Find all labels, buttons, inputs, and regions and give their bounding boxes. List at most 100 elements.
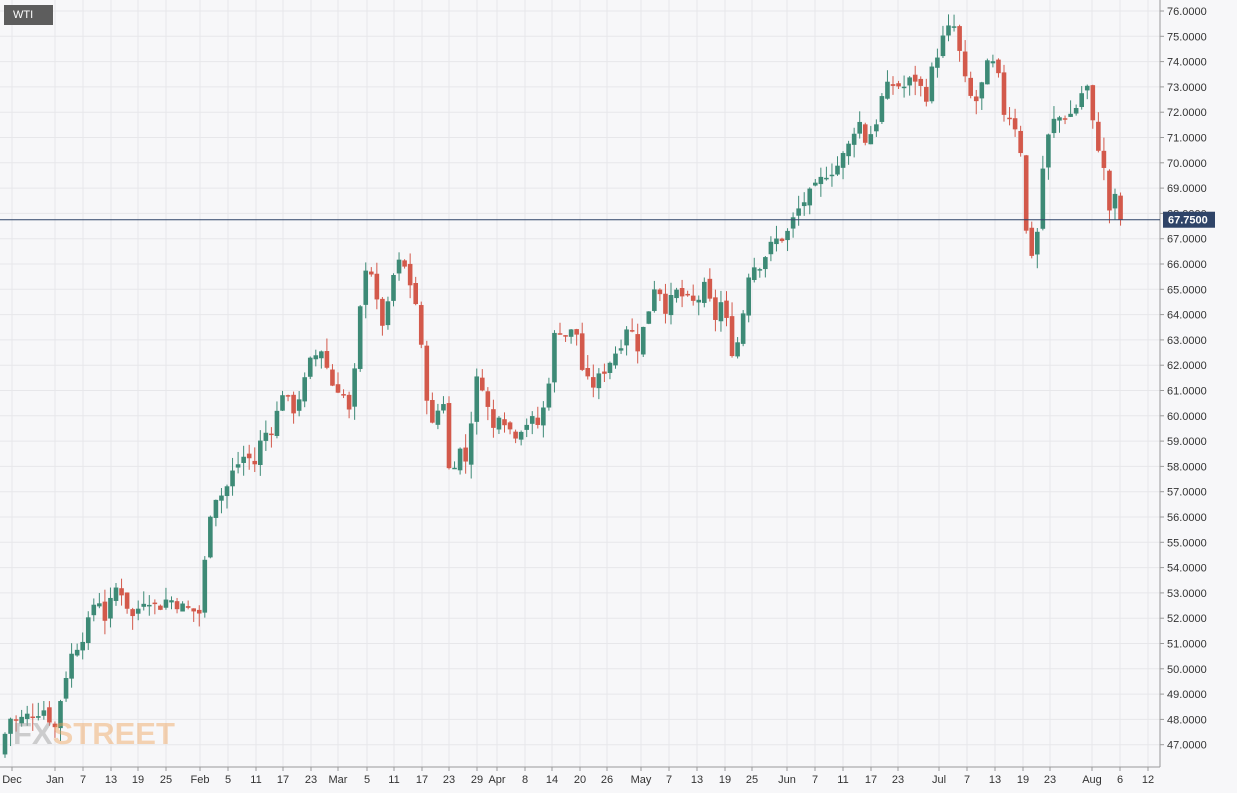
candle-body-up — [391, 274, 396, 301]
y-tick-label: 51.0000 — [1167, 639, 1207, 651]
candle-body-up — [113, 587, 119, 601]
candle-body-up — [935, 57, 940, 68]
candle-body-up — [1079, 93, 1084, 108]
candle-body-up — [940, 35, 946, 57]
candle-body-up — [363, 270, 369, 305]
candle-body-up — [219, 495, 224, 501]
candle-body-up — [147, 604, 152, 607]
candle-body-up — [457, 448, 463, 471]
candle-body-up — [213, 499, 219, 518]
x-tick-label: 13 — [989, 774, 1001, 786]
candle-body-down — [446, 403, 452, 469]
x-tick-label: 11 — [837, 774, 848, 786]
candle-body-down — [513, 431, 518, 439]
watermark-prefix: FX — [13, 716, 53, 751]
candle-body-up — [41, 710, 47, 716]
y-tick-label: 58.0000 — [1167, 461, 1207, 473]
candle-body-up — [696, 299, 702, 303]
candle-body-down — [507, 422, 513, 430]
x-tick-label: 12 — [1142, 774, 1154, 786]
candle-body-up — [169, 600, 174, 603]
y-tick-label: 70.0000 — [1167, 158, 1207, 170]
candle-body-up — [652, 289, 657, 311]
candle-body-up — [674, 289, 679, 299]
candle-body-down — [557, 333, 563, 335]
candle-body-down — [246, 453, 252, 459]
candle-body-up — [835, 165, 840, 175]
candle-body-up — [874, 124, 879, 132]
candle-body-down — [13, 719, 19, 721]
candle-body-up — [36, 716, 41, 718]
candle-body-up — [735, 342, 740, 357]
candle-body-down — [1023, 155, 1029, 231]
candle-body-up — [141, 603, 147, 607]
x-tick-label: 26 — [601, 774, 613, 786]
candle-body-up — [901, 86, 907, 89]
candle-body-down — [47, 707, 52, 723]
candle-body-down — [158, 605, 163, 610]
candle-body-down — [1029, 227, 1035, 256]
x-tick-label: 17 — [277, 774, 289, 786]
candle-body-up — [613, 353, 618, 366]
x-tick-label: 25 — [160, 774, 172, 786]
candle-body-down — [424, 345, 430, 401]
candle-body-up — [230, 470, 235, 487]
candle-body-up — [1073, 108, 1079, 114]
candle-body-up — [824, 177, 829, 180]
candle-body-up — [524, 424, 529, 430]
y-tick-label: 73.0000 — [1167, 82, 1207, 94]
candle-body-up — [474, 376, 480, 422]
y-tick-label: 47.0000 — [1167, 740, 1207, 752]
x-tick-label: 19 — [1017, 774, 1029, 786]
candle-body-up — [790, 217, 796, 229]
candle-body-up — [24, 713, 30, 720]
candle-body-up — [885, 81, 890, 99]
candle-body-up — [468, 423, 474, 465]
candle-body-up — [813, 182, 818, 186]
fxstreet-watermark-logo: FXSTREET — [13, 716, 175, 752]
candle-body-down — [1101, 150, 1107, 168]
candle-body-up — [718, 302, 724, 322]
candle-body-down — [1007, 117, 1012, 120]
x-tick-label: May — [631, 774, 652, 786]
candle-body-down — [196, 609, 202, 614]
candle-body-down — [973, 96, 979, 102]
candle-body-down — [779, 238, 785, 242]
candle-body-up — [751, 267, 757, 280]
candle-body-down — [724, 300, 729, 318]
x-tick-label: 23 — [1044, 774, 1056, 786]
candle-body-down — [924, 86, 929, 102]
candle-body-up — [1051, 118, 1057, 134]
candle-body-down — [174, 601, 180, 610]
candle-body-down — [402, 260, 407, 267]
candle-body-up — [807, 188, 813, 206]
candle-body-down — [185, 606, 191, 608]
candle-body-up — [263, 432, 269, 441]
candle-body-down — [968, 77, 973, 96]
candle-body-up — [241, 456, 246, 463]
y-tick-label: 67.0000 — [1167, 234, 1207, 246]
candle-body-up — [568, 329, 574, 337]
x-tick-label: 23 — [305, 774, 317, 786]
candle-body-down — [413, 283, 418, 305]
candle-body-down — [463, 447, 468, 462]
candle-body-down — [341, 394, 346, 396]
candle-body-up — [352, 368, 357, 407]
candle-body-up — [801, 202, 807, 207]
candle-body-up — [757, 269, 763, 271]
candle-body-down — [191, 608, 196, 612]
candle-body-down — [707, 278, 713, 299]
candle-body-down — [918, 78, 924, 86]
candle-body-up — [97, 603, 102, 607]
y-tick-label: 56.0000 — [1167, 512, 1207, 524]
candle-body-down — [124, 592, 130, 609]
candle-body-up — [868, 134, 874, 145]
candle-body-up — [357, 306, 363, 369]
candle-body-up — [224, 486, 230, 497]
candle-body-down — [591, 377, 596, 388]
candle-body-up — [19, 716, 24, 724]
candle-body-up — [851, 133, 857, 145]
candle-body-down — [285, 395, 291, 397]
candle-body-up — [785, 230, 790, 241]
